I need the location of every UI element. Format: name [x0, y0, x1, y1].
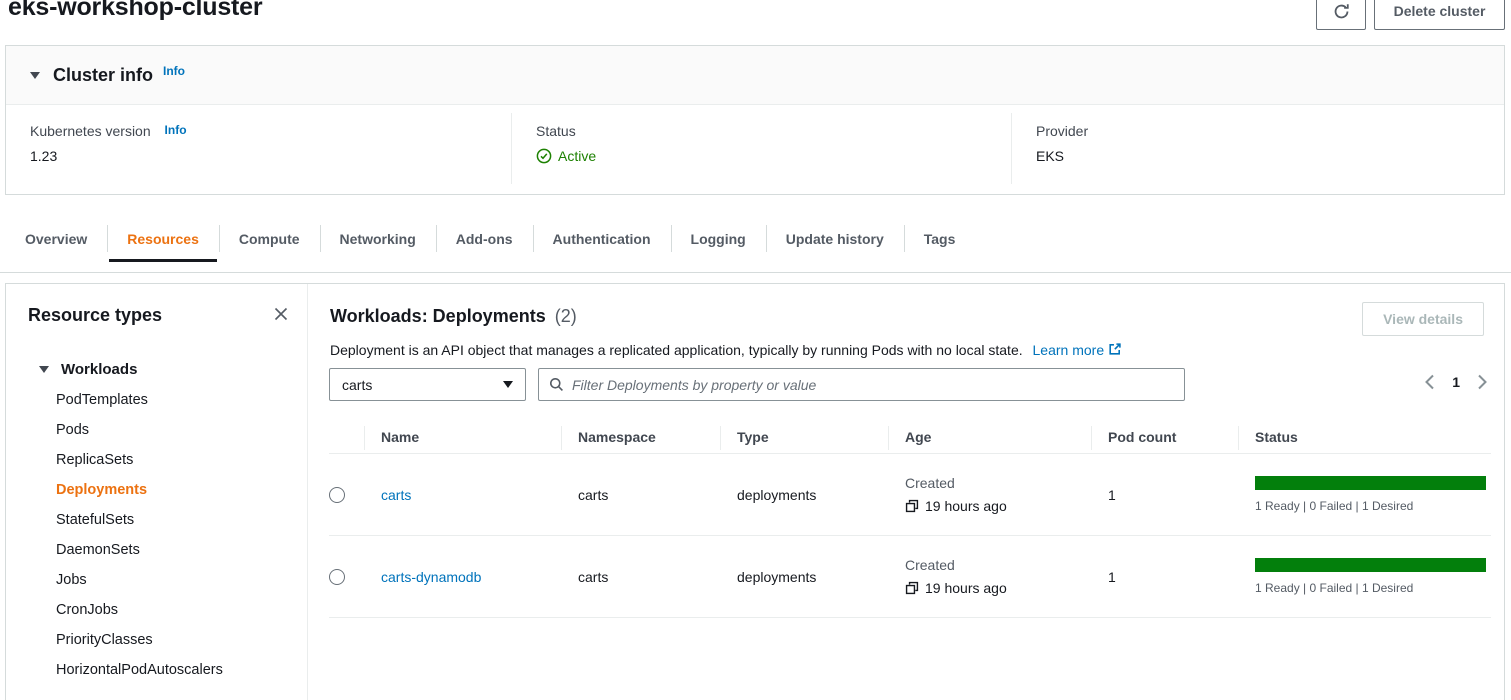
column-header-status[interactable]: Status [1238, 425, 1491, 450]
type-cell: deployments [737, 568, 817, 585]
namespace-cell: carts [578, 486, 609, 503]
collapse-caret-icon[interactable] [30, 71, 40, 79]
sidebar-item-deployments[interactable]: Deployments [56, 482, 148, 498]
sidebar-item-jobs[interactable]: Jobs [56, 572, 87, 588]
deployment-name-link[interactable]: carts-dynamodb [381, 568, 482, 585]
copy-icon[interactable] [905, 499, 919, 513]
tab-resources[interactable]: Resources [107, 216, 219, 262]
previous-page-icon[interactable] [1424, 374, 1435, 390]
search-icon [549, 377, 564, 392]
status-value: Active [536, 148, 596, 164]
sidebar-item-daemonsets[interactable]: DaemonSets [56, 542, 140, 558]
delete-cluster-button[interactable]: Delete cluster [1374, 0, 1505, 30]
learn-more-link[interactable]: Learn more [1032, 342, 1105, 358]
cluster-info-card: Cluster info Info Kubernetes version Inf… [5, 45, 1505, 195]
close-icon[interactable] [273, 306, 289, 322]
age-cell: Created 19 hours ago [905, 475, 1007, 514]
sidebar-item-pods[interactable]: Pods [56, 422, 90, 438]
check-circle-icon [536, 148, 552, 164]
sidebar-item-replicasets[interactable]: ReplicaSets [56, 452, 134, 468]
sidebar-group-label: Workloads [61, 361, 138, 378]
cluster-info-title: Cluster info [53, 64, 154, 85]
refresh-button[interactable] [1316, 0, 1366, 30]
type-cell: deployments [737, 486, 817, 503]
view-details-button[interactable]: View details [1362, 302, 1484, 336]
tab-logging[interactable]: Logging [670, 216, 766, 262]
next-page-icon[interactable] [1477, 374, 1488, 390]
sidebar-item-cronjobs[interactable]: CronJobs [56, 602, 119, 618]
provider-field: Provider EKS [1036, 123, 1088, 164]
status-cell: 1 Ready | 0 Failed | 1 Desired [1238, 476, 1491, 513]
search-input[interactable] [572, 376, 1174, 393]
status-cell: 1 Ready | 0 Failed | 1 Desired [1238, 558, 1491, 595]
provider-label: Provider [1036, 123, 1089, 139]
table-header-row: Name Namespace Type Age Pod count Status [329, 420, 1491, 454]
status-progress-bar [1255, 558, 1486, 572]
tab-compute[interactable]: Compute [218, 216, 320, 262]
column-header-namespace[interactable]: Namespace [561, 425, 720, 450]
deployments-content: Workloads: Deployments (2) View details … [309, 284, 1504, 700]
column-header-pod-count[interactable]: Pod count [1091, 425, 1238, 450]
resources-panel: Resource types Workloads PodTemplates Po… [5, 283, 1505, 700]
sidebar-item-horizontalpodautoscalers[interactable]: HorizontalPodAutoscalers [56, 662, 223, 678]
tab-authentication[interactable]: Authentication [532, 216, 671, 262]
pagination: 1 [1424, 374, 1488, 390]
namespace-filter-value: carts [342, 376, 373, 393]
kubernetes-version-value: 1.23 [30, 148, 58, 164]
page-title: eks-workshop-cluster [8, 0, 263, 21]
kubernetes-version-field: Kubernetes version Info 1.23 [30, 123, 187, 164]
resource-type-list: PodTemplates Pods ReplicaSets Deployment… [6, 385, 307, 685]
group-caret-icon[interactable] [39, 366, 49, 373]
pod-count-cell: 1 [1108, 568, 1116, 585]
deployments-title: Workloads: Deployments [330, 306, 546, 326]
cluster-tabs: Overview Resources Compute Networking Ad… [0, 216, 1511, 262]
table-row[interactable]: carts-dynamodb carts deployments Created… [329, 536, 1491, 618]
column-header-type[interactable]: Type [720, 425, 888, 450]
row-radio-button[interactable] [329, 486, 345, 503]
kubernetes-version-info-link[interactable]: Info [164, 123, 187, 137]
table-row[interactable]: carts carts deployments Created 19 hours… [329, 454, 1491, 536]
column-divider [1011, 113, 1012, 184]
provider-value: EKS [1036, 148, 1065, 164]
deployment-name-link[interactable]: carts [381, 486, 412, 503]
cluster-info-body: Kubernetes version Info 1.23 Status Acti… [6, 105, 1504, 194]
refresh-icon [1333, 3, 1350, 20]
chevron-down-icon [503, 381, 513, 388]
resource-types-sidebar: Resource types Workloads PodTemplates Po… [6, 284, 308, 700]
sidebar-item-priorityclasses[interactable]: PriorityClasses [56, 632, 153, 648]
external-link-icon [1108, 343, 1122, 359]
sidebar-item-podtemplates[interactable]: PodTemplates [56, 392, 148, 408]
tabs-divider [0, 272, 1511, 273]
row-radio-button[interactable] [329, 568, 345, 585]
column-divider [511, 113, 512, 184]
deployments-title-row: Workloads: Deployments (2) [330, 306, 577, 327]
deployments-table: Name Namespace Type Age Pod count Status… [329, 420, 1491, 618]
age-cell: Created 19 hours ago [905, 557, 1007, 596]
status-progress-bar [1255, 476, 1486, 490]
sidebar-group-workloads[interactable]: Workloads [39, 361, 137, 378]
tab-overview[interactable]: Overview [25, 231, 88, 247]
cluster-info-info-link[interactable]: Info [163, 64, 186, 78]
deployments-count: (2) [554, 306, 577, 326]
sidebar-item-statefulsets[interactable]: StatefulSets [56, 512, 135, 528]
search-box [538, 368, 1185, 401]
tab-update-history[interactable]: Update history [765, 216, 904, 262]
tab-networking[interactable]: Networking [319, 216, 436, 262]
deployments-description: Deployment is an API object that manages… [330, 341, 1122, 358]
status-label: Status [536, 123, 576, 139]
pod-count-cell: 1 [1108, 486, 1116, 503]
status-field: Status Active [536, 123, 596, 164]
namespace-cell: carts [578, 568, 609, 585]
column-header-age[interactable]: Age [888, 425, 1091, 450]
column-header-name[interactable]: Name [364, 425, 561, 450]
tab-add-ons[interactable]: Add-ons [435, 216, 533, 262]
resource-types-title: Resource types [28, 305, 163, 325]
namespace-filter-dropdown[interactable]: carts [329, 368, 526, 401]
copy-icon[interactable] [905, 581, 919, 595]
kubernetes-version-label: Kubernetes version Info [30, 123, 187, 139]
current-page-number[interactable]: 1 [1452, 374, 1460, 390]
tab-tags[interactable]: Tags [903, 216, 976, 262]
cluster-info-header[interactable]: Cluster info Info [6, 46, 1504, 105]
